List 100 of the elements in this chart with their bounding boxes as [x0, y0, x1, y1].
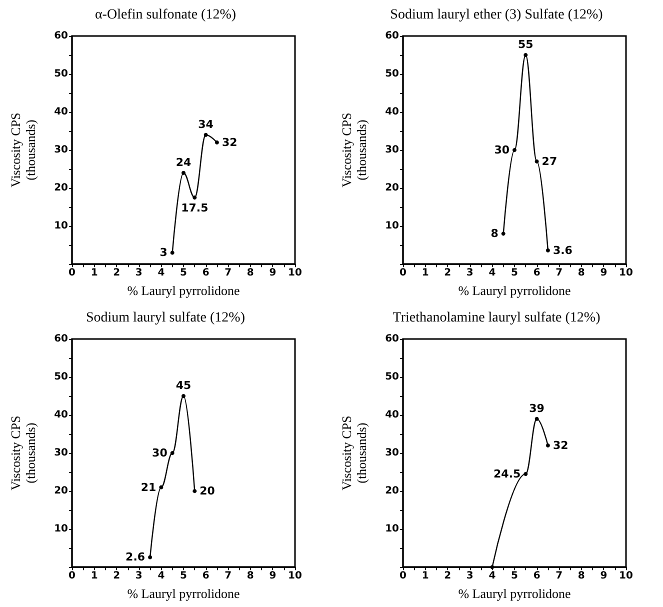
y-tick-label: 10: [54, 524, 68, 535]
y-tick-label: 40: [54, 106, 68, 118]
x-tick-label: 9: [269, 268, 276, 279]
x-tick-label: 2: [444, 570, 452, 582]
data-label: 20: [200, 484, 216, 498]
x-tick-label: 6: [202, 268, 210, 279]
point: [182, 394, 186, 398]
x-tick-label: 5: [180, 268, 188, 279]
data-label: 39: [529, 402, 544, 415]
chart-title: Sodium lauryl ether (3) Sulfate (12%): [390, 8, 604, 22]
x-tick-label: 3: [466, 570, 474, 582]
y-tick-label: 10: [385, 220, 400, 232]
x-tick-label: 3: [466, 268, 474, 279]
x-axis-title: % Lauryl pyrrolidone: [127, 283, 240, 298]
x-tick-label: 2: [113, 268, 120, 279]
x-tick-label: 8: [246, 570, 254, 582]
x-tick-label: 0: [400, 268, 407, 279]
x-tick-label: 10: [619, 570, 633, 582]
y-tick-label: 20: [54, 182, 68, 194]
data-label: 27: [542, 154, 558, 168]
point: [214, 140, 219, 144]
x-tick-label: 8: [578, 570, 585, 582]
x-tick-label: 10: [288, 268, 302, 279]
y-tick-label: 60: [54, 30, 68, 42]
y-tick-label: 10: [385, 524, 400, 535]
data-label: 45: [176, 379, 192, 392]
x-tick-label: 6: [202, 570, 210, 582]
x-tick-label: 7: [556, 570, 563, 582]
y-tick-label: 60: [54, 334, 68, 344]
x-tick-label: 4: [158, 570, 165, 582]
y-tick-label: 50: [54, 372, 68, 383]
point: [170, 451, 174, 456]
y-tick-label: 40: [385, 106, 400, 118]
x-tick-label: 1: [90, 268, 98, 279]
x-tick-label: 6: [533, 570, 540, 582]
y-tick-label: 40: [385, 410, 400, 421]
y-tick-label: 20: [385, 182, 400, 194]
point: [159, 485, 164, 490]
chart-title: Sodium lauryl sulfate (12%): [86, 310, 246, 326]
y-tick-label: 60: [385, 30, 400, 42]
x-tick-label: 4: [158, 268, 165, 279]
x-tick-label: 8: [246, 268, 254, 279]
point: [192, 196, 197, 200]
y-tick-label: 10: [54, 220, 68, 232]
y-axis-title: Viscosity CPS (thousands): [339, 416, 369, 490]
y-axis-title: Viscosity CPS (thousands): [339, 112, 369, 188]
x-axis-title: % Lauryl pyrrolidone: [127, 586, 240, 601]
y-tick-label: 40: [54, 410, 68, 421]
x-tick-label: 7: [224, 268, 232, 279]
x-tick-label: 9: [600, 268, 608, 279]
x-tick-label: 1: [90, 570, 98, 582]
y-tick-label: 60: [385, 334, 400, 344]
x-tick-label: 9: [600, 570, 608, 582]
x-tick-label: 2: [444, 268, 452, 279]
x-tick-label: 1: [422, 570, 429, 582]
x-tick-label: 7: [224, 570, 232, 582]
point: [546, 248, 550, 252]
y-tick-label: 20: [54, 486, 68, 497]
point: [524, 472, 528, 476]
y-tick-label: 20: [385, 486, 400, 497]
x-tick-label: 0: [68, 268, 76, 279]
y-tick-label: 30: [385, 144, 400, 156]
x-axis-title: % Lauryl pyrrolidone: [458, 586, 572, 601]
data-label: 30: [494, 144, 510, 157]
x-tick-label: 10: [288, 570, 302, 582]
point: [534, 159, 539, 164]
y-axis-title: Viscosity CPS (thousands): [8, 112, 38, 188]
y-tick-label: 50: [54, 68, 68, 80]
data-label: 21: [140, 480, 156, 494]
point: [512, 148, 516, 152]
x-tick-label: 3: [135, 268, 142, 279]
x-tick-label: 5: [511, 268, 518, 279]
point: [170, 250, 174, 255]
chart-title: Triethanolamine lauryl sulfate (12%): [392, 310, 601, 326]
chart-title: α-Olefin sulfonate (12%): [94, 8, 236, 22]
x-tick-label: 7: [556, 268, 563, 279]
point: [534, 416, 539, 421]
point: [524, 53, 528, 58]
data-label: 24.5: [494, 467, 521, 480]
x-tick-label: 8: [578, 268, 585, 279]
data-label: 30: [152, 446, 168, 460]
x-tick-label: 0: [400, 570, 407, 582]
data-label: 3: [160, 246, 168, 260]
data-label: 8: [490, 227, 498, 240]
point: [501, 232, 506, 236]
data-label: 2.6: [126, 550, 146, 564]
x-tick-label: 4: [488, 268, 496, 279]
point: [148, 555, 152, 560]
x-tick-label: 5: [180, 570, 188, 582]
x-tick-label: 0: [68, 570, 76, 582]
x-tick-label: 3: [135, 570, 142, 582]
y-tick-label: 30: [54, 144, 68, 156]
point: [182, 170, 186, 175]
y-axis-title: Viscosity CPS (thousands): [8, 416, 38, 490]
y-tick-label: 30: [54, 448, 68, 459]
x-tick-label: 5: [511, 570, 518, 582]
x-tick-label: 6: [533, 268, 540, 279]
point: [204, 132, 208, 137]
data-label: 55: [518, 38, 534, 52]
x-tick-label: 1: [422, 268, 429, 279]
